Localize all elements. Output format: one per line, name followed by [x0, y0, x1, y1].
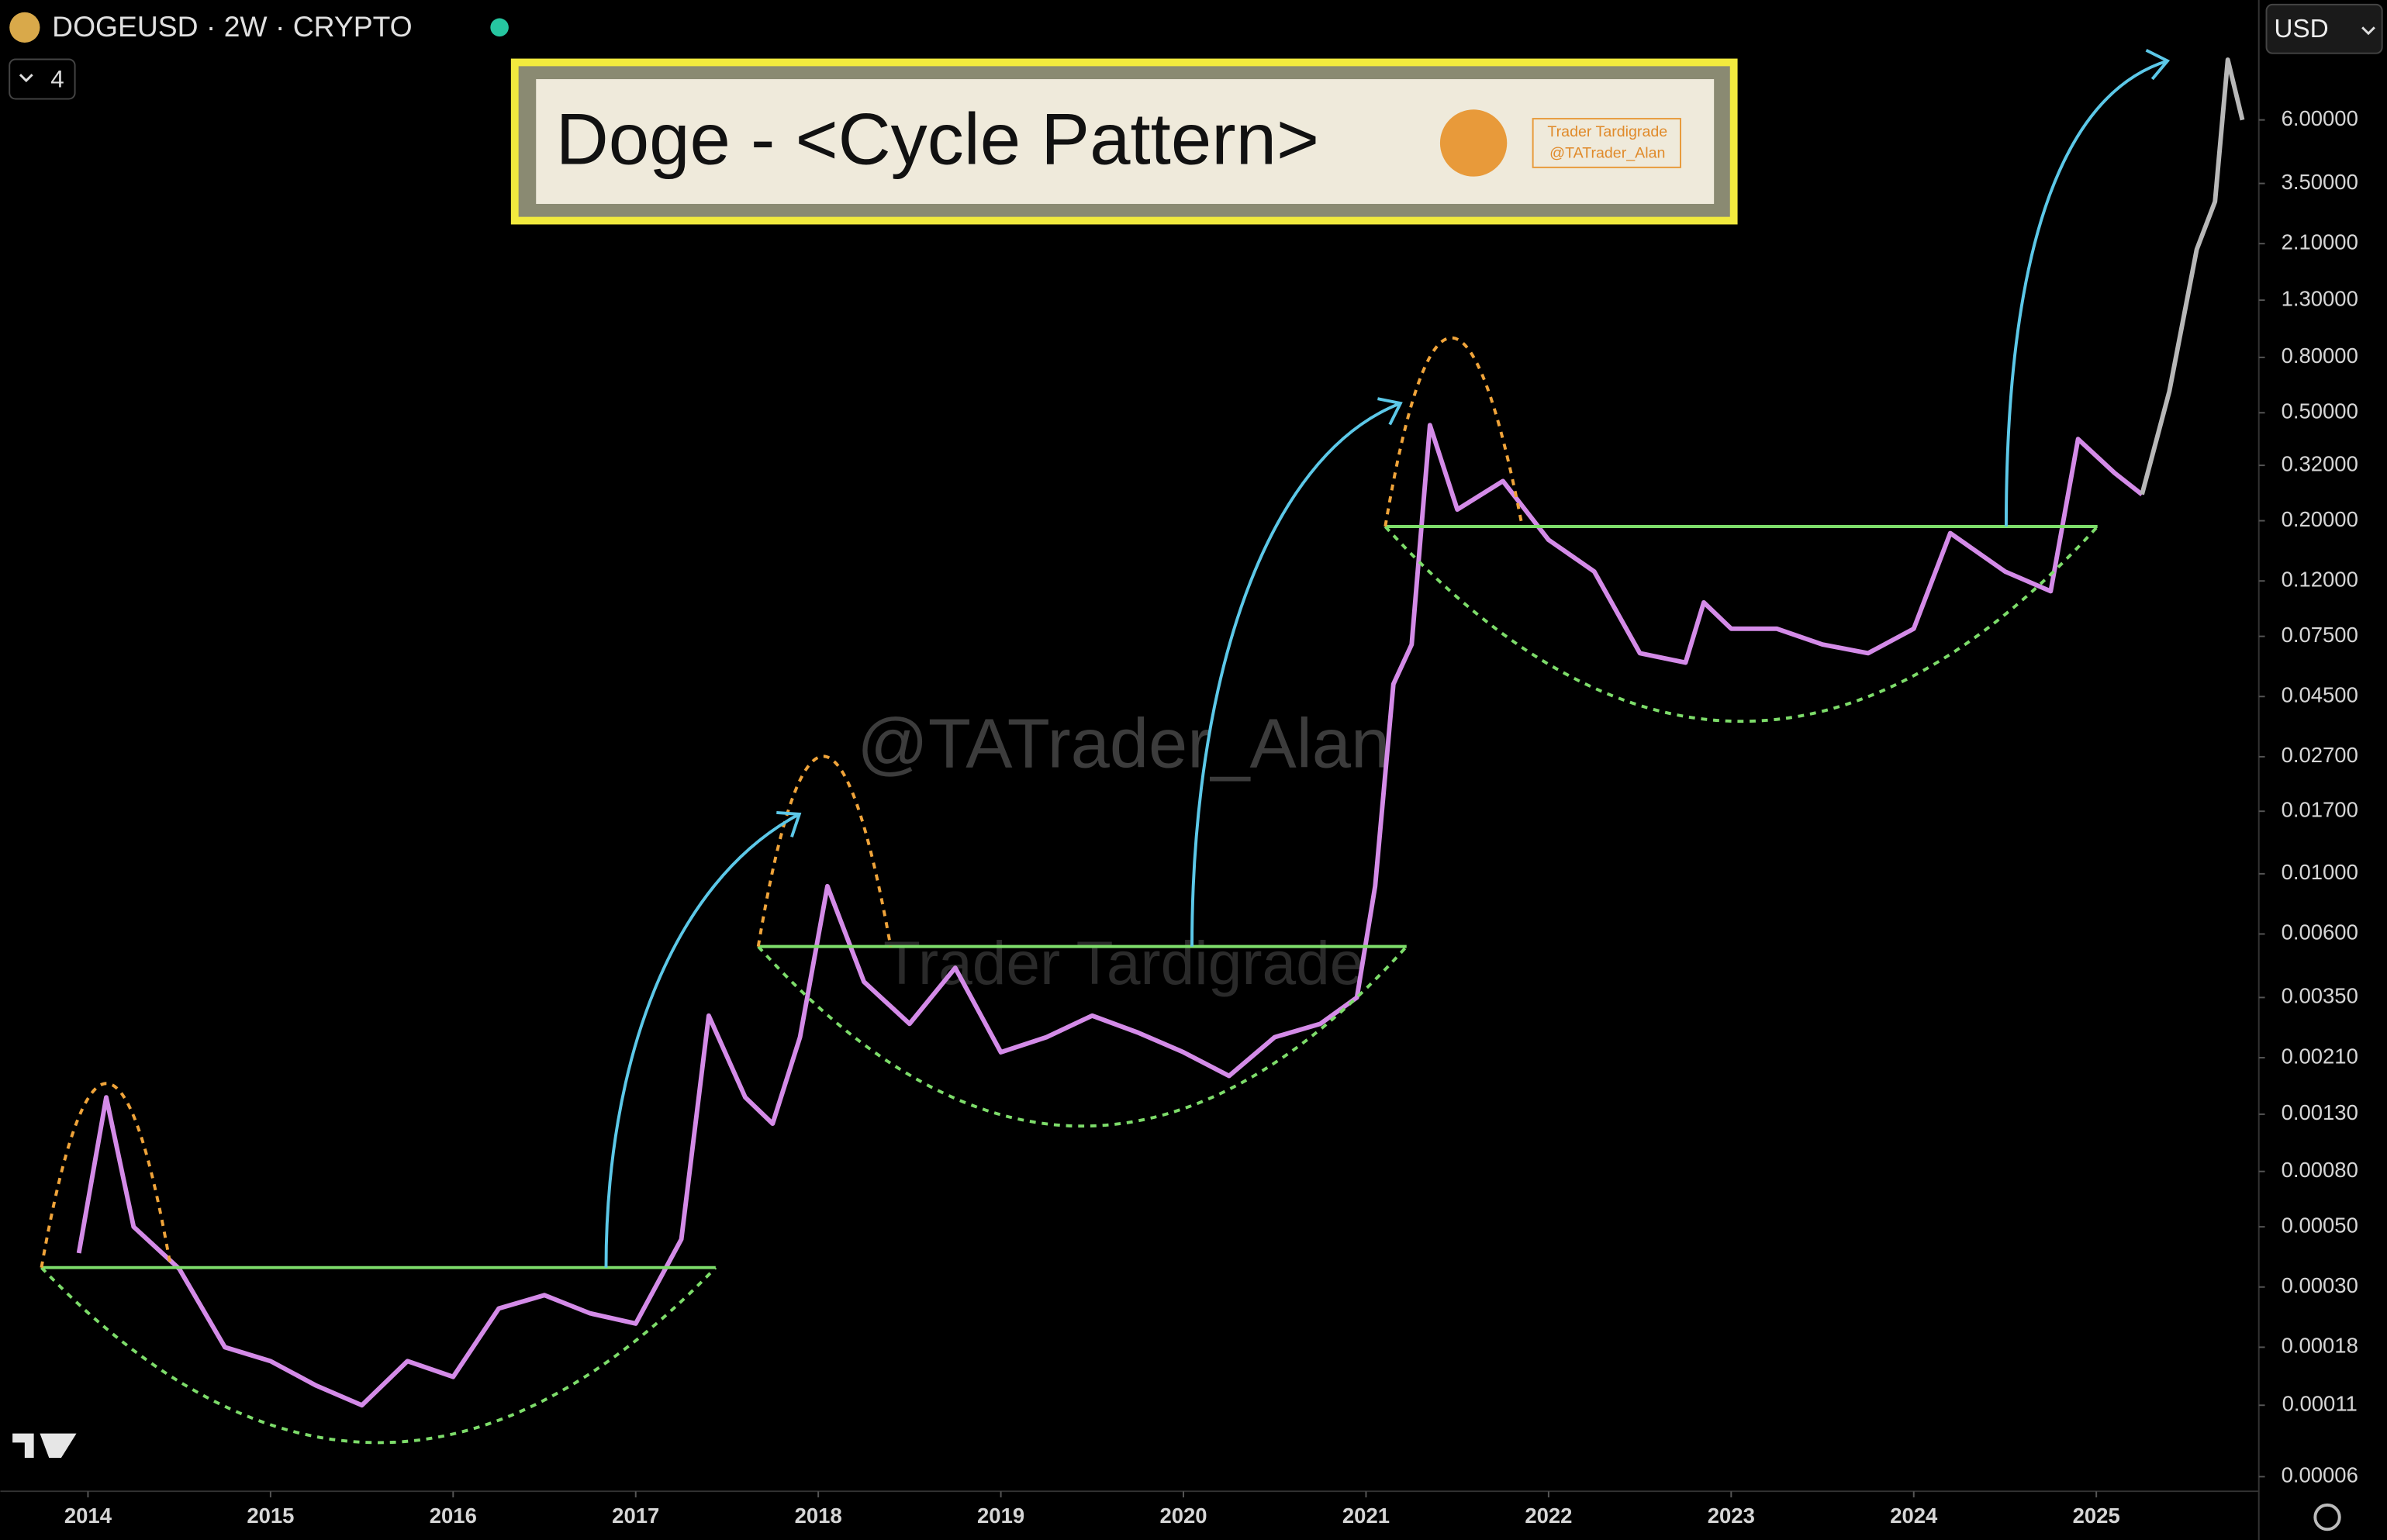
y-tick-label: 0.00018 — [2282, 1334, 2358, 1358]
logo-text: @TATrader_Alan — [1549, 144, 1665, 161]
x-tick-label: 2015 — [247, 1504, 294, 1528]
y-tick-label: 1.30000 — [2282, 286, 2358, 310]
x-tick-label: 2021 — [1342, 1504, 1390, 1528]
price-line — [76, 423, 2143, 1408]
y-tick-label: 0.00011 — [2282, 1391, 2358, 1415]
arrow — [604, 810, 802, 1268]
x-tick-label: 2017 — [612, 1504, 659, 1528]
y-tick-label: 2.10000 — [2282, 230, 2358, 254]
x-tick-label: 2016 — [430, 1504, 477, 1528]
y-tick-label: 0.00030 — [2282, 1273, 2358, 1297]
cycle-bottom — [1383, 525, 2099, 723]
cycle-peak — [1383, 337, 1524, 527]
y-tick-label: 0.00130 — [2282, 1100, 2358, 1124]
y-tick-label: 0.00600 — [2282, 920, 2358, 944]
cycle-bottom — [757, 945, 1408, 1128]
cycle-peak — [756, 754, 893, 947]
x-tick-label: 2025 — [2073, 1504, 2120, 1528]
y-tick-label: 0.12000 — [2282, 567, 2358, 591]
x-tick-label: 2014 — [64, 1504, 112, 1528]
y-tick-label: 3.50000 — [2282, 170, 2358, 194]
arrow — [2004, 49, 2171, 527]
watermark: Trader Tardigrade — [883, 929, 1363, 997]
y-tick-label: 0.20000 — [2282, 507, 2358, 531]
y-tick-label: 0.02700 — [2282, 743, 2358, 767]
y-tick-label: 0.01000 — [2282, 860, 2358, 884]
y-tick-label: 0.00350 — [2282, 984, 2358, 1008]
price-line — [2140, 57, 2245, 495]
logo-text: Trader Tardigrade — [1547, 123, 1667, 140]
indicator-count: 4 — [50, 65, 64, 92]
chart-title: Doge - <Cycle Pattern> — [556, 98, 1319, 179]
title-panel — [536, 79, 1715, 204]
chevron — [2361, 26, 2375, 36]
y-tick-label: 6.00000 — [2282, 106, 2358, 130]
symbol[interactable]: DOGEUSD · 2W · CRYPTO — [52, 10, 413, 43]
x-tick-label: 2024 — [1890, 1504, 1938, 1528]
x-tick-label: 2023 — [1708, 1504, 1755, 1528]
y-tick-label: 0.32000 — [2282, 451, 2358, 475]
currency-button[interactable] — [2265, 3, 2383, 54]
market-status — [490, 18, 509, 37]
annotations — [40, 49, 2171, 1445]
y-tick-label: 0.07500 — [2282, 623, 2358, 647]
y-tick-label: 0.50000 — [2282, 399, 2358, 423]
x-tick-label: 2019 — [977, 1504, 1024, 1528]
title-box: Doge - <Cycle Pattern> Trader Tardigrade… — [510, 58, 1738, 225]
y-tick-label: 0.00006 — [2282, 1463, 2358, 1487]
cycle-bottom — [40, 1266, 717, 1445]
x-tick-label: 2022 — [1525, 1504, 1572, 1528]
watermark: @TATrader_Alan — [857, 704, 1390, 782]
logo-frame — [1532, 118, 1681, 168]
arrow — [1190, 397, 1403, 947]
y-tick-label: 0.01700 — [2282, 797, 2358, 821]
y-tick-label: 0.00210 — [2282, 1044, 2358, 1068]
chevron — [19, 74, 33, 83]
logo-icon — [1439, 109, 1508, 177]
x-tick-label: 2020 — [1159, 1504, 1207, 1528]
indicator-toggle[interactable] — [9, 58, 76, 100]
x-tick-label: 2018 — [795, 1504, 842, 1528]
settings-icon[interactable] — [2313, 1503, 2341, 1531]
y-tick-label: 0.00050 — [2282, 1213, 2358, 1237]
plot-area — [76, 57, 2245, 1408]
y-tick-label: 0.04500 — [2282, 683, 2358, 707]
y-tick-label: 0.00080 — [2282, 1158, 2358, 1182]
coin-icon — [9, 12, 40, 43]
cycle-peak — [40, 1082, 173, 1269]
y-tick-label: 0.80000 — [2282, 344, 2358, 368]
currency: USD — [2274, 15, 2328, 43]
